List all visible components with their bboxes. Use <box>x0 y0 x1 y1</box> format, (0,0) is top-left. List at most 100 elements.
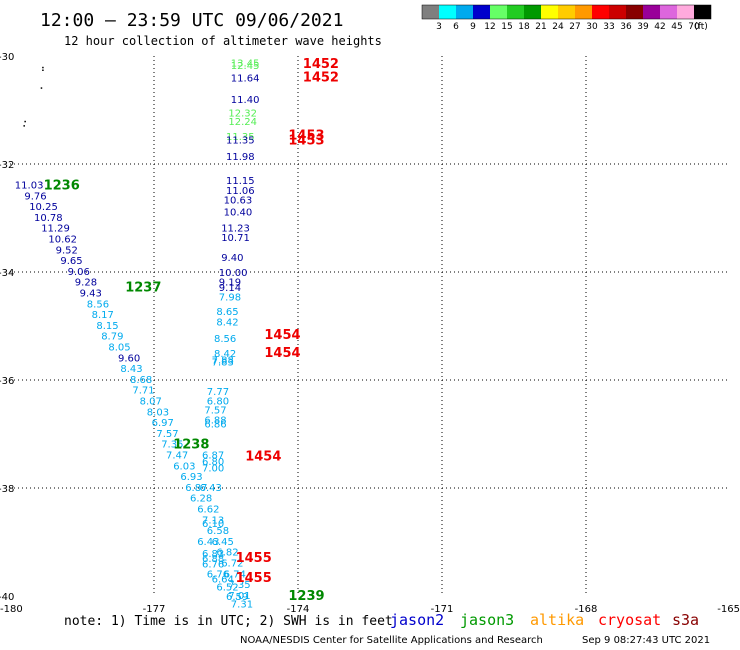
legend-label: 9 <box>470 22 476 32</box>
swh-value: 8.05 <box>108 343 130 354</box>
y-tick-label: -38 <box>0 484 14 495</box>
swh-value: 6.10 <box>202 519 224 530</box>
satellite-legend: jason2 jason3 altika cryosat s3a <box>390 611 699 629</box>
swh-value: 7.88 <box>212 355 234 366</box>
swh-value: 9.43 <box>80 289 102 300</box>
swh-value: 6.80 <box>207 397 229 408</box>
legend-swatch <box>677 5 694 19</box>
x-tick-label: -177 <box>143 604 166 615</box>
swh-value: 7.83 <box>212 358 234 369</box>
legend-swatch <box>694 5 711 19</box>
legend-swatch <box>439 5 456 19</box>
legend-frame <box>421 4 712 20</box>
swh-value: 6.97 <box>152 418 174 429</box>
swh-value: 8.79 <box>101 332 123 343</box>
y-tick-label: -34 <box>0 268 14 279</box>
footer-note: note: 1) Time is in UTC; 2) SWH is in fe… <box>64 614 393 629</box>
swh-value: 11.03 <box>15 181 44 192</box>
swh-value: 11.23 <box>221 224 250 235</box>
time-label: 1453 <box>288 128 324 143</box>
x-tick-label: -171 <box>431 604 454 615</box>
legend-label: 15 <box>501 22 512 32</box>
legend-label: 24 <box>552 22 564 32</box>
swh-value: 6.59 <box>226 592 248 603</box>
x-tick-label: -174 <box>287 604 310 615</box>
swh-value: 6.43 <box>200 483 222 494</box>
legend-swatch <box>643 5 660 19</box>
legend-swatch <box>626 5 643 19</box>
swh-value: 6.87 <box>185 483 207 494</box>
legend-label: 3 <box>436 22 442 32</box>
time-label: 1455 <box>236 571 272 586</box>
swh-value: 10.63 <box>224 196 253 207</box>
swh-value: 10.00 <box>219 268 248 279</box>
x-tick-label: -180 <box>0 604 23 615</box>
swh-value: 8.42 <box>214 349 236 360</box>
color-legend: 3 6 9 12 15 18 21 24 27 30 33 36 39 42 45 70(ft) <box>421 4 712 32</box>
swh-value: 7.31 <box>231 600 253 611</box>
satellite-name: jason2 <box>390 611 444 629</box>
legend-swatch <box>507 5 524 19</box>
swh-value: 7.01 <box>228 591 250 602</box>
legend-label: 18 <box>518 22 530 32</box>
x-tick-label: -168 <box>575 604 598 615</box>
time-label: 1455 <box>236 551 272 566</box>
swh-value: 6.93 <box>180 472 202 483</box>
swh-value: 9.65 <box>60 256 82 267</box>
swh-value: 10.25 <box>29 202 58 213</box>
swh-value: 11.15 <box>226 176 255 187</box>
legend-label: 36 <box>620 22 632 32</box>
swh-value: 6.82 <box>216 548 238 559</box>
swh-value: 11.98 <box>226 152 255 163</box>
swh-value: 6.76 <box>207 569 229 580</box>
legend-label: 70 <box>688 22 700 32</box>
legend-swatch <box>558 5 575 19</box>
legend-label: 12 <box>484 22 495 32</box>
swh-value: 9.06 <box>68 267 90 278</box>
legend-label: 30 <box>586 22 598 32</box>
legend-swatch <box>490 5 507 19</box>
swh-value: 9.76 <box>24 191 46 202</box>
legend-label: 33 <box>603 22 614 32</box>
swh-value: 6.28 <box>190 494 212 505</box>
legend-label: 27 <box>569 22 580 32</box>
time-label: 1237 <box>125 281 161 296</box>
axes: -180 -177 -174 -171 -168 -165 -30 -32 -34 -36 -38 -… <box>0 52 740 615</box>
time-label: 1454 <box>245 450 281 465</box>
swh-value: 10.78 <box>34 213 63 224</box>
satellite-name: s3a <box>672 611 699 629</box>
speck-point <box>42 66 44 69</box>
swh-value: 8.17 <box>92 310 114 321</box>
legend-label: 21 <box>535 22 546 32</box>
swh-value: 12.32 <box>228 109 257 120</box>
data-specks <box>23 66 44 127</box>
swh-value: 6.76 <box>202 560 224 571</box>
speck-point <box>24 120 26 123</box>
swh-value: 6.86 <box>204 420 226 431</box>
swh-value: 10.40 <box>224 208 253 219</box>
legend-unit: (ft) <box>694 22 708 32</box>
speck-point <box>40 87 43 89</box>
swh-value: 7.13 <box>202 515 224 526</box>
x-tick-label: -165 <box>717 604 740 615</box>
swh-value: 8.68 <box>130 375 152 386</box>
swh-value: 9.52 <box>56 245 78 256</box>
swh-value: 6.83 <box>202 549 224 560</box>
swh-value: 7.71 <box>132 386 154 397</box>
swh-value: 7.57 <box>156 429 178 440</box>
swh-value: 8.56 <box>214 334 236 345</box>
swh-value: 6.88 <box>204 415 226 426</box>
swh-value: 8.65 <box>216 307 238 318</box>
swh-value: 6.72 <box>221 559 243 570</box>
legend-swatch <box>456 5 473 19</box>
swh-value: 7.00 <box>202 463 224 474</box>
legend-swatch <box>524 5 541 19</box>
legend-swatch <box>422 5 439 19</box>
swh-value: 8.07 <box>140 397 162 408</box>
swh-value: 8.43 <box>120 364 142 375</box>
swh-value: 6.58 <box>207 526 229 537</box>
legend-label: 6 <box>453 22 459 32</box>
credit-line: NOAA/NESDIS Center for Satellite Applica… <box>240 635 543 646</box>
swh-value: 8.56 <box>87 299 109 310</box>
